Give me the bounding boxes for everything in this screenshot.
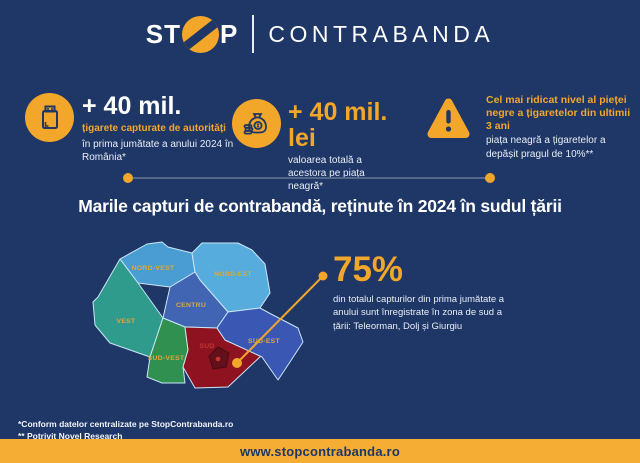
callout-point-marker bbox=[318, 271, 328, 281]
stat-detail: în prima jumătate a anului 2024 în Român… bbox=[82, 138, 234, 163]
section-divider bbox=[123, 173, 495, 183]
stat-black-market-value: + 40 mil. lei valoarea totală a acestora… bbox=[232, 99, 418, 193]
header: ST P CONTRABANDA bbox=[0, 8, 640, 60]
no-smoking-circle-icon bbox=[182, 15, 220, 53]
money-bag-icon bbox=[232, 99, 281, 148]
map-label-sud-vest: SUD-VEST bbox=[148, 355, 185, 362]
south-captures-callout: 75% din totalul capturilor din prima jum… bbox=[333, 252, 511, 333]
stat-black-market-record: Cel mai ridicat nivel al pieței negre a … bbox=[424, 94, 638, 161]
region-vest bbox=[92, 258, 164, 358]
brand-name: CONTRABANDA bbox=[268, 20, 495, 47]
footer-bar: www.stopcontrabanda.ro bbox=[0, 439, 640, 463]
map-label-sud-est: SUD-EST bbox=[248, 338, 280, 345]
section-title: Marile capturi de contrabandă, reținute … bbox=[78, 196, 562, 216]
stat-value: + 40 mil. lei bbox=[288, 98, 388, 153]
stat-highlight: țigarete capturate de autorități bbox=[82, 123, 226, 135]
stat-cigarettes-seized: + 40 mil. țigarete capturate de autorită… bbox=[25, 93, 252, 164]
footnote-1: *Conform datelor centralizate pe StopCon… bbox=[18, 419, 234, 429]
map-label-nord-est: NORD-EST bbox=[214, 271, 252, 278]
cigarette-pack-icon bbox=[25, 93, 74, 142]
logo-text-p: P bbox=[220, 18, 239, 49]
map-label-vest: VEST bbox=[117, 318, 137, 325]
stat-value: + 40 mil. bbox=[82, 92, 182, 120]
logo-text-st: ST bbox=[145, 18, 182, 49]
map-label-sud: SUD bbox=[199, 343, 214, 350]
callout-description: din totalul capturilor din prima jumătat… bbox=[333, 294, 505, 332]
stop-logo: ST P bbox=[145, 15, 239, 53]
divider-dot-left bbox=[123, 173, 133, 183]
map-label-nord-vest: NORD-VEST bbox=[132, 265, 175, 272]
warning-triangle-icon bbox=[424, 94, 473, 143]
region-sud-est bbox=[216, 307, 304, 381]
romania-region-map: NORD-VEST NORD-EST CENTRU VEST SUD-VEST … bbox=[92, 241, 328, 389]
map-label-centru: CENTRU bbox=[176, 302, 206, 309]
footnotes: *Conform datelor centralizate pe StopCon… bbox=[18, 418, 233, 443]
logo-divider bbox=[252, 15, 255, 53]
footnote-2: ** Potrivit Novel Research bbox=[18, 431, 123, 442]
stat-highlight: Cel mai ridicat nivel al pieței negre a … bbox=[486, 94, 631, 132]
stat-detail: piața neagră a țigaretelor a depășit pra… bbox=[486, 135, 606, 160]
divider-dot-right bbox=[485, 173, 495, 183]
footer-url-link[interactable]: www.stopcontrabanda.ro bbox=[240, 443, 400, 459]
stat-detail: valoarea totală a acestora pe piața neag… bbox=[288, 154, 365, 192]
map-point-marker bbox=[232, 358, 242, 368]
callout-percentage: 75% bbox=[333, 250, 404, 289]
callout-connector-line bbox=[236, 275, 324, 364]
sud-highlight-dot bbox=[215, 356, 221, 362]
